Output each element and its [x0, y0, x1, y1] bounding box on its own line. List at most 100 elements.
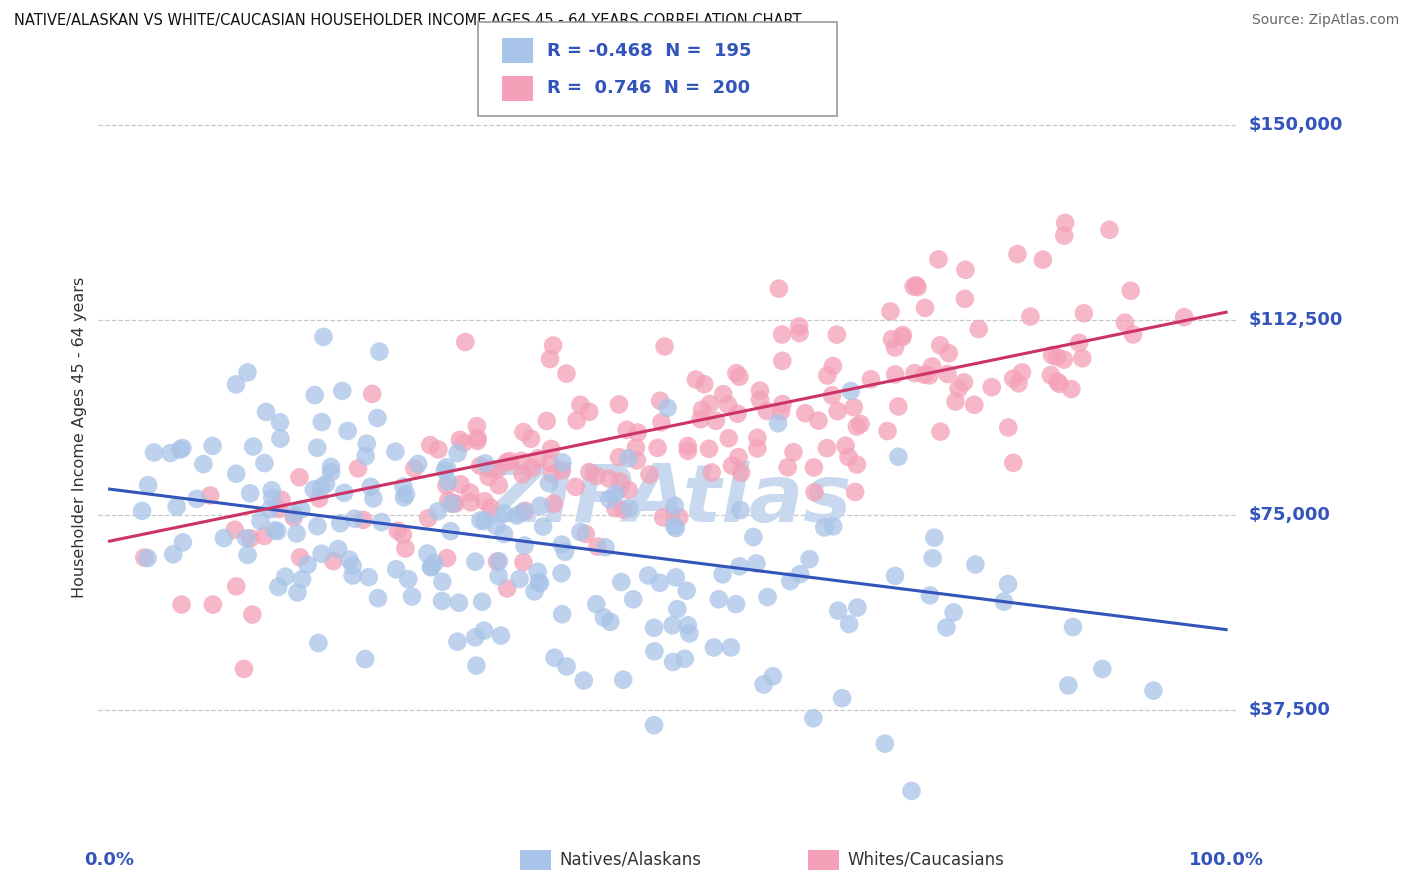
Point: [770, 327, 793, 342]
Point: [1098, 223, 1121, 237]
Point: [283, 508, 305, 522]
Point: [508, 572, 530, 586]
Point: [136, 551, 159, 566]
Point: [260, 483, 283, 498]
Point: [599, 615, 621, 629]
Point: [134, 550, 156, 565]
Point: [554, 545, 576, 559]
Point: [725, 366, 748, 380]
Point: [354, 652, 377, 666]
Point: [523, 584, 546, 599]
Point: [496, 582, 519, 596]
Point: [354, 449, 377, 463]
Point: [782, 445, 804, 459]
Point: [643, 718, 665, 732]
Point: [269, 415, 291, 429]
Point: [929, 425, 952, 439]
Point: [551, 463, 574, 477]
Point: [170, 598, 193, 612]
Point: [815, 441, 838, 455]
Point: [361, 387, 384, 401]
Point: [1053, 352, 1076, 367]
Point: [506, 508, 529, 523]
Point: [876, 424, 898, 438]
Point: [538, 351, 561, 366]
Point: [239, 532, 262, 546]
Point: [419, 438, 441, 452]
Point: [605, 501, 627, 516]
Point: [394, 541, 416, 556]
Text: R =  0.746  N =  200: R = 0.746 N = 200: [547, 79, 749, 97]
Point: [914, 301, 936, 315]
Point: [536, 414, 558, 428]
Point: [307, 441, 329, 455]
Text: $75,000: $75,000: [1249, 506, 1330, 524]
Point: [291, 572, 314, 586]
Point: [136, 478, 159, 492]
Point: [543, 497, 565, 511]
Point: [454, 334, 477, 349]
Point: [267, 580, 290, 594]
Point: [749, 392, 772, 407]
Point: [770, 404, 793, 418]
Point: [745, 557, 768, 571]
Point: [967, 322, 990, 336]
Point: [529, 499, 551, 513]
Point: [225, 467, 247, 481]
Point: [685, 372, 707, 386]
Point: [404, 461, 426, 475]
Point: [637, 568, 659, 582]
Point: [401, 590, 423, 604]
Point: [993, 594, 1015, 608]
Point: [717, 398, 740, 412]
Point: [730, 503, 752, 517]
Point: [339, 552, 361, 566]
Point: [801, 711, 824, 725]
Point: [789, 326, 811, 340]
Point: [322, 554, 344, 568]
Point: [849, 417, 872, 431]
Point: [437, 475, 460, 489]
Point: [366, 411, 388, 425]
Point: [1053, 228, 1076, 243]
Point: [464, 555, 486, 569]
Point: [342, 558, 364, 573]
Point: [193, 457, 215, 471]
Point: [607, 397, 630, 411]
Point: [449, 433, 471, 447]
Point: [143, 445, 166, 459]
Text: $112,500: $112,500: [1249, 311, 1343, 329]
Point: [329, 516, 352, 531]
Point: [676, 618, 699, 632]
Point: [617, 483, 640, 497]
Point: [724, 597, 747, 611]
Point: [1040, 348, 1063, 362]
Point: [650, 393, 672, 408]
Point: [336, 424, 359, 438]
Point: [650, 415, 672, 429]
Point: [912, 368, 935, 382]
Point: [436, 460, 458, 475]
Point: [520, 461, 543, 475]
Point: [721, 458, 744, 473]
Point: [406, 457, 429, 471]
Point: [839, 384, 862, 398]
Point: [485, 555, 508, 569]
Point: [236, 365, 259, 379]
Point: [711, 567, 734, 582]
Point: [837, 450, 859, 464]
Point: [643, 644, 665, 658]
Point: [212, 531, 235, 545]
Point: [494, 507, 516, 521]
Point: [1007, 247, 1029, 261]
Point: [598, 492, 620, 507]
Point: [172, 441, 194, 455]
Point: [884, 341, 907, 355]
Point: [447, 596, 470, 610]
Point: [1002, 456, 1025, 470]
Point: [551, 538, 574, 552]
Point: [661, 618, 683, 632]
Point: [585, 469, 607, 483]
Point: [742, 530, 765, 544]
Point: [776, 460, 799, 475]
